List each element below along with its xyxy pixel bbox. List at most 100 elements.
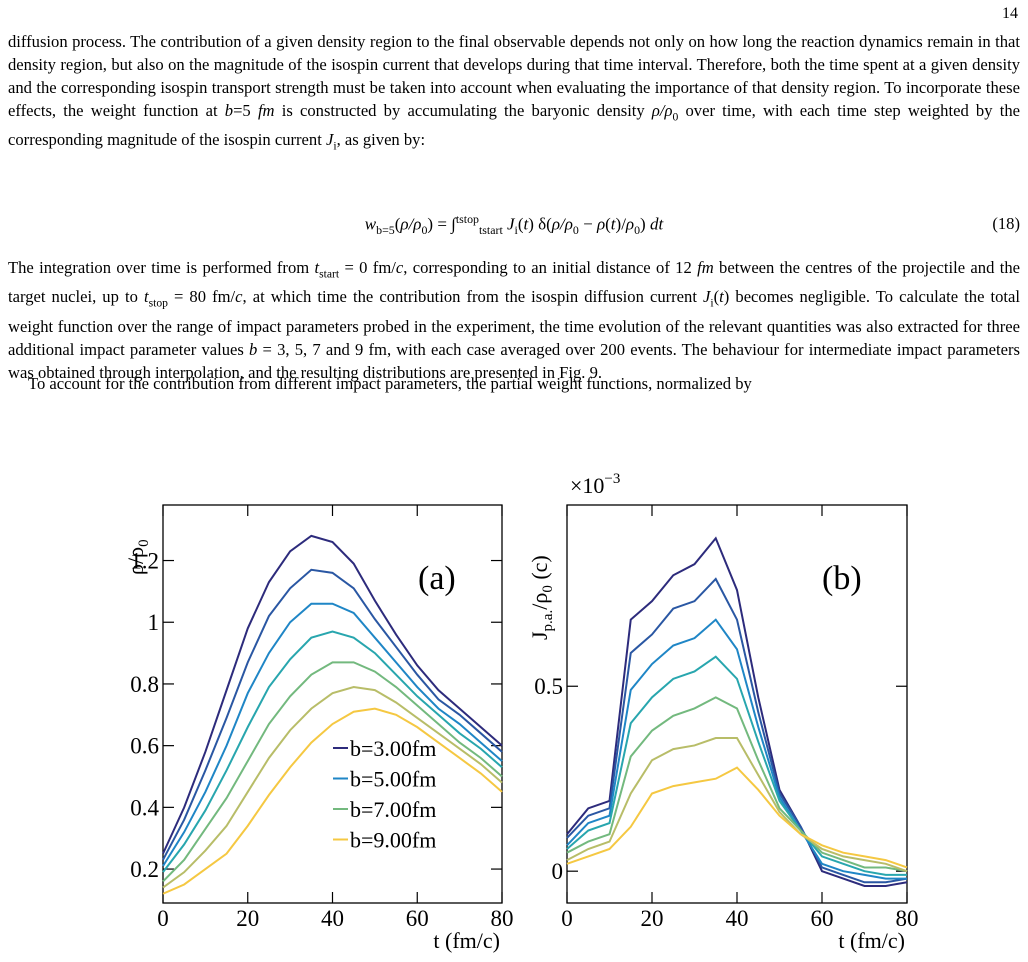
- text-run: = 3, 5, 7 and 9 fm, with each case avera…: [8, 339, 1020, 382]
- x-tick-label: 20: [641, 906, 664, 931]
- y-tick-label: 0.8: [130, 672, 159, 697]
- legend-label: b=3.00fm: [350, 736, 436, 761]
- text-run: J: [703, 287, 711, 307]
- equation: wb=5(ρ/ρ0) = ∫tstoptstart Ji(t) δ(ρ/ρ0 −…: [0, 212, 1028, 238]
- text-run: ρ/ρ: [400, 214, 422, 234]
- text-run: t: [314, 258, 320, 277]
- text-run: ρ: [625, 214, 635, 234]
- text-run: ρ/ρ: [651, 101, 673, 120]
- x-tick-label: 40: [726, 906, 749, 931]
- y-axis-label: ρ/ρ0: [123, 539, 152, 575]
- text-run: 0: [672, 110, 679, 124]
- y-tick-label: 0: [552, 859, 564, 884]
- y-axis-label-part: 0: [136, 539, 152, 547]
- legend-label: b=9.00fm: [350, 828, 436, 853]
- y-axis-label-part: (c): [527, 555, 552, 585]
- text-run: is constructed by accumulating the baryo…: [274, 101, 652, 120]
- y-tick-label: 0.4: [130, 795, 159, 820]
- text-run: t: [143, 287, 149, 307]
- text-run: between the centres of the projectile an…: [8, 258, 1020, 307]
- text-run: ): [640, 214, 650, 234]
- text-run: t: [523, 214, 529, 234]
- legend-label: b=7.00fm: [350, 797, 436, 822]
- text-run: ) becomes negligible. To calculate the t…: [8, 287, 1020, 359]
- text-run: stop: [148, 296, 168, 310]
- text-run: 0: [572, 223, 579, 238]
- text-run: ) = ∫: [427, 214, 456, 234]
- text-run: , at which time the contribution from th…: [242, 287, 704, 307]
- text-run: (: [713, 287, 720, 307]
- panel-label: (b): [822, 560, 862, 597]
- text-run: c: [235, 287, 243, 307]
- data-line: [162, 686, 503, 889]
- text-run: ) δ(: [528, 214, 552, 234]
- data-line: [162, 630, 503, 873]
- text-run: start: [319, 267, 340, 281]
- text-run: = 0 fm/: [339, 258, 396, 277]
- text-run: 0: [634, 223, 641, 238]
- text-run: J: [507, 214, 515, 234]
- paragraph: The integration over time is performed f…: [8, 256, 1020, 384]
- paragraph: To account for the contribution from dif…: [8, 372, 1020, 395]
- x-tick-label: 80: [896, 906, 919, 931]
- text-run: −: [578, 214, 597, 234]
- x-tick-label: 60: [406, 906, 429, 931]
- text-run: fm: [257, 101, 275, 120]
- x-tick-label: 0: [561, 906, 573, 931]
- text-run: 0: [421, 223, 428, 238]
- equation-number: (18): [992, 214, 1020, 233]
- y-axis-label-part: p.a.: [540, 610, 556, 632]
- data-line: [162, 707, 503, 895]
- panel-label: (a): [418, 560, 456, 597]
- data-line: [162, 602, 503, 867]
- text-run: =5: [233, 101, 258, 120]
- page-number: 14: [1002, 5, 1018, 22]
- text-run: tstop: [455, 212, 479, 226]
- text-run: c: [395, 258, 404, 277]
- text-run: diffusion process. The contribution of a…: [8, 32, 1020, 120]
- text-run: To account for the contribution from dif…: [28, 374, 752, 393]
- text-run: (: [517, 214, 524, 234]
- data-line: [162, 661, 503, 883]
- text-run: b: [224, 101, 234, 120]
- text-run: J: [325, 130, 334, 150]
- data-line: [566, 696, 908, 873]
- data-line: [566, 766, 908, 869]
- text-run: i: [710, 296, 714, 310]
- multiplier-base: ×10: [570, 473, 604, 498]
- data-line: [566, 577, 908, 884]
- figure: 0 20 40 60 800.20.40.60.811.2t (fm/c)ρ/ρ0(a)…: [123, 471, 919, 953]
- text-run: , as given by:: [336, 130, 426, 150]
- text-run: t: [610, 214, 616, 234]
- text-run: ρ/ρ: [551, 214, 573, 234]
- text-run: t: [719, 287, 724, 307]
- text-run: (: [605, 214, 611, 234]
- y-tick-label: 1.2: [130, 549, 159, 574]
- text-run: )/: [615, 214, 626, 234]
- data-line: [162, 534, 503, 855]
- text-run: = 80 fm/: [167, 287, 236, 307]
- x-tick-label: 20: [236, 906, 259, 931]
- text-run: i: [514, 223, 518, 238]
- text-run: b: [249, 339, 258, 359]
- data-line: [566, 737, 908, 873]
- y-axis-label-part: ρ/ρ: [123, 547, 148, 575]
- data-line: [162, 568, 503, 861]
- text-run: The integration over time is performed f…: [8, 258, 315, 277]
- text-run: over time, with each time step weighted …: [8, 101, 1021, 150]
- text-run: w: [364, 214, 377, 234]
- text-run: dt: [649, 214, 664, 234]
- text-run: tstart: [478, 223, 503, 238]
- x-tick-label: 80: [491, 906, 514, 931]
- data-line: [566, 618, 907, 880]
- y-axis-label: Jp.a./ρ0 (c): [527, 555, 556, 640]
- data-line: [566, 536, 908, 887]
- y-tick-label: 1: [148, 610, 160, 635]
- x-tick-label: 40: [321, 906, 344, 931]
- x-tick-label: 0: [157, 906, 169, 931]
- paragraph: diffusion process. The contribution of a…: [8, 30, 1020, 158]
- x-tick-label: 60: [811, 906, 834, 931]
- y-axis-label-part: /ρ: [527, 593, 552, 610]
- y-axis-label-part: 0: [540, 585, 556, 593]
